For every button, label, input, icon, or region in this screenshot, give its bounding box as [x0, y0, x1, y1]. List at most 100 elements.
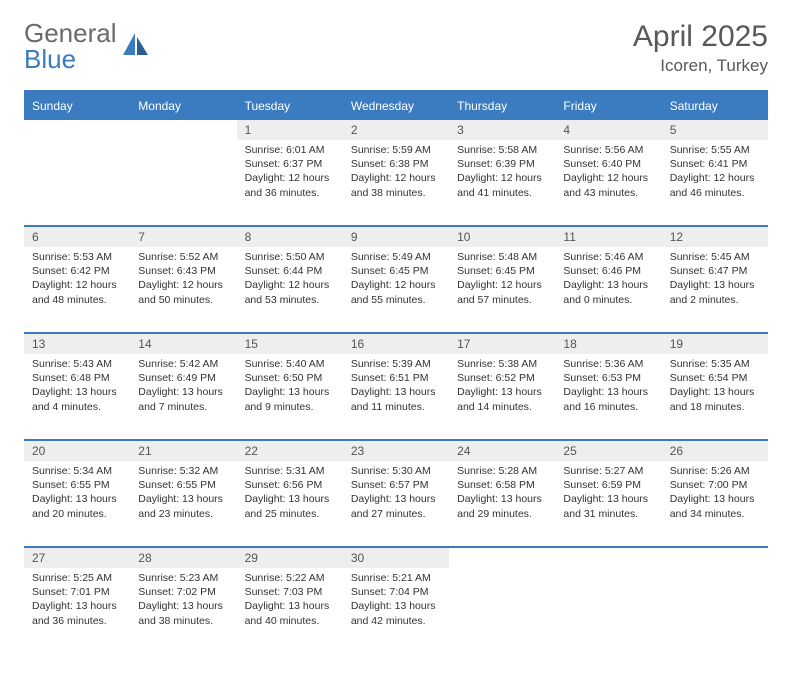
- sunset-line: Sunset: 6:40 PM: [563, 157, 653, 171]
- daylight-line: Daylight: 13 hours and 34 minutes.: [670, 492, 760, 520]
- sunrise-line: Sunrise: 5:49 AM: [351, 250, 441, 264]
- page-title: April 2025: [633, 20, 768, 54]
- weekday-header: Wednesday: [343, 94, 449, 119]
- day-cell: Sunrise: 5:27 AMSunset: 6:59 PMDaylight:…: [555, 461, 661, 547]
- sunset-line: Sunset: 6:48 PM: [32, 371, 122, 385]
- day-number: 15: [237, 333, 343, 354]
- day-cell: Sunrise: 5:58 AMSunset: 6:39 PMDaylight:…: [449, 140, 555, 226]
- empty-cell: [662, 547, 768, 568]
- sunrise-line: Sunrise: 5:58 AM: [457, 143, 547, 157]
- day-cell: Sunrise: 5:48 AMSunset: 6:45 PMDaylight:…: [449, 247, 555, 333]
- sunrise-line: Sunrise: 5:52 AM: [138, 250, 228, 264]
- sunset-line: Sunset: 6:54 PM: [670, 371, 760, 385]
- weekday-header: Monday: [130, 94, 236, 119]
- weekday-header: Sunday: [24, 94, 130, 119]
- day-cell: Sunrise: 5:49 AMSunset: 6:45 PMDaylight:…: [343, 247, 449, 333]
- day-number: 21: [130, 440, 236, 461]
- sunset-line: Sunset: 6:43 PM: [138, 264, 228, 278]
- sunset-line: Sunset: 6:59 PM: [563, 478, 653, 492]
- daylight-line: Daylight: 13 hours and 31 minutes.: [563, 492, 653, 520]
- sunset-line: Sunset: 6:44 PM: [245, 264, 335, 278]
- day-cell: Sunrise: 5:39 AMSunset: 6:51 PMDaylight:…: [343, 354, 449, 440]
- day-cell: Sunrise: 5:52 AMSunset: 6:43 PMDaylight:…: [130, 247, 236, 333]
- sunset-line: Sunset: 6:39 PM: [457, 157, 547, 171]
- weekday-header: Tuesday: [237, 94, 343, 119]
- day-cell: Sunrise: 5:36 AMSunset: 6:53 PMDaylight:…: [555, 354, 661, 440]
- empty-cell: [449, 568, 555, 654]
- daylight-line: Daylight: 12 hours and 50 minutes.: [138, 278, 228, 306]
- sunrise-line: Sunrise: 5:25 AM: [32, 571, 122, 585]
- sunrise-line: Sunrise: 5:55 AM: [670, 143, 760, 157]
- sunset-line: Sunset: 7:00 PM: [670, 478, 760, 492]
- day-cell: Sunrise: 5:28 AMSunset: 6:58 PMDaylight:…: [449, 461, 555, 547]
- empty-cell: [24, 140, 130, 226]
- day-number: 29: [237, 547, 343, 568]
- day-cell: Sunrise: 5:55 AMSunset: 6:41 PMDaylight:…: [662, 140, 768, 226]
- day-number: 27: [24, 547, 130, 568]
- sunrise-line: Sunrise: 5:23 AM: [138, 571, 228, 585]
- day-number: 16: [343, 333, 449, 354]
- day-number: 14: [130, 333, 236, 354]
- day-number-row: 12345: [24, 119, 768, 140]
- day-cell: Sunrise: 5:43 AMSunset: 6:48 PMDaylight:…: [24, 354, 130, 440]
- sunrise-line: Sunrise: 5:43 AM: [32, 357, 122, 371]
- day-cell: Sunrise: 5:23 AMSunset: 7:02 PMDaylight:…: [130, 568, 236, 654]
- day-content-row: Sunrise: 5:34 AMSunset: 6:55 PMDaylight:…: [24, 461, 768, 547]
- day-number: 1: [237, 119, 343, 140]
- day-cell: Sunrise: 5:46 AMSunset: 6:46 PMDaylight:…: [555, 247, 661, 333]
- daylight-line: Daylight: 12 hours and 36 minutes.: [245, 171, 335, 199]
- sunrise-line: Sunrise: 5:53 AM: [32, 250, 122, 264]
- daylight-line: Daylight: 13 hours and 16 minutes.: [563, 385, 653, 413]
- day-cell: Sunrise: 5:26 AMSunset: 7:00 PMDaylight:…: [662, 461, 768, 547]
- sunset-line: Sunset: 6:42 PM: [32, 264, 122, 278]
- day-cell: Sunrise: 5:59 AMSunset: 6:38 PMDaylight:…: [343, 140, 449, 226]
- brand-text: General Blue: [24, 20, 117, 72]
- sunrise-line: Sunrise: 5:56 AM: [563, 143, 653, 157]
- sunset-line: Sunset: 6:37 PM: [245, 157, 335, 171]
- day-number: 8: [237, 226, 343, 247]
- day-cell: Sunrise: 5:25 AMSunset: 7:01 PMDaylight:…: [24, 568, 130, 654]
- sunrise-line: Sunrise: 5:22 AM: [245, 571, 335, 585]
- header: General Blue April 2025 Icoren, Turkey: [24, 20, 768, 76]
- daylight-line: Daylight: 12 hours and 43 minutes.: [563, 171, 653, 199]
- sunrise-line: Sunrise: 5:48 AM: [457, 250, 547, 264]
- daylight-line: Daylight: 13 hours and 38 minutes.: [138, 599, 228, 627]
- day-cell: Sunrise: 6:01 AMSunset: 6:37 PMDaylight:…: [237, 140, 343, 226]
- day-number: 17: [449, 333, 555, 354]
- daylight-line: Daylight: 13 hours and 0 minutes.: [563, 278, 653, 306]
- sunrise-line: Sunrise: 5:32 AM: [138, 464, 228, 478]
- daylight-line: Daylight: 12 hours and 48 minutes.: [32, 278, 122, 306]
- sunset-line: Sunset: 6:53 PM: [563, 371, 653, 385]
- daylight-line: Daylight: 13 hours and 36 minutes.: [32, 599, 122, 627]
- sunset-line: Sunset: 6:57 PM: [351, 478, 441, 492]
- title-block: April 2025 Icoren, Turkey: [633, 20, 768, 76]
- weekday-header: Saturday: [662, 94, 768, 119]
- sunset-line: Sunset: 6:50 PM: [245, 371, 335, 385]
- sunrise-line: Sunrise: 5:28 AM: [457, 464, 547, 478]
- day-cell: Sunrise: 5:50 AMSunset: 6:44 PMDaylight:…: [237, 247, 343, 333]
- sunset-line: Sunset: 7:03 PM: [245, 585, 335, 599]
- sunrise-line: Sunrise: 5:39 AM: [351, 357, 441, 371]
- sunset-line: Sunset: 6:38 PM: [351, 157, 441, 171]
- daylight-line: Daylight: 13 hours and 14 minutes.: [457, 385, 547, 413]
- sunrise-line: Sunrise: 5:42 AM: [138, 357, 228, 371]
- day-number: 24: [449, 440, 555, 461]
- sunrise-line: Sunrise: 6:01 AM: [245, 143, 335, 157]
- sail-icon: [121, 31, 151, 62]
- day-number-row: 13141516171819: [24, 333, 768, 354]
- day-number: 10: [449, 226, 555, 247]
- sunrise-line: Sunrise: 5:59 AM: [351, 143, 441, 157]
- daylight-line: Daylight: 13 hours and 4 minutes.: [32, 385, 122, 413]
- day-number: 3: [449, 119, 555, 140]
- brand-logo: General Blue: [24, 20, 151, 72]
- day-number: 7: [130, 226, 236, 247]
- day-number: 23: [343, 440, 449, 461]
- daylight-line: Daylight: 12 hours and 46 minutes.: [670, 171, 760, 199]
- brand-part2: Blue: [24, 44, 76, 74]
- calendar-table: SundayMondayTuesdayWednesdayThursdayFrid…: [24, 94, 768, 654]
- daylight-line: Daylight: 13 hours and 23 minutes.: [138, 492, 228, 520]
- sunset-line: Sunset: 7:01 PM: [32, 585, 122, 599]
- day-number: 20: [24, 440, 130, 461]
- daylight-line: Daylight: 12 hours and 55 minutes.: [351, 278, 441, 306]
- day-number: 30: [343, 547, 449, 568]
